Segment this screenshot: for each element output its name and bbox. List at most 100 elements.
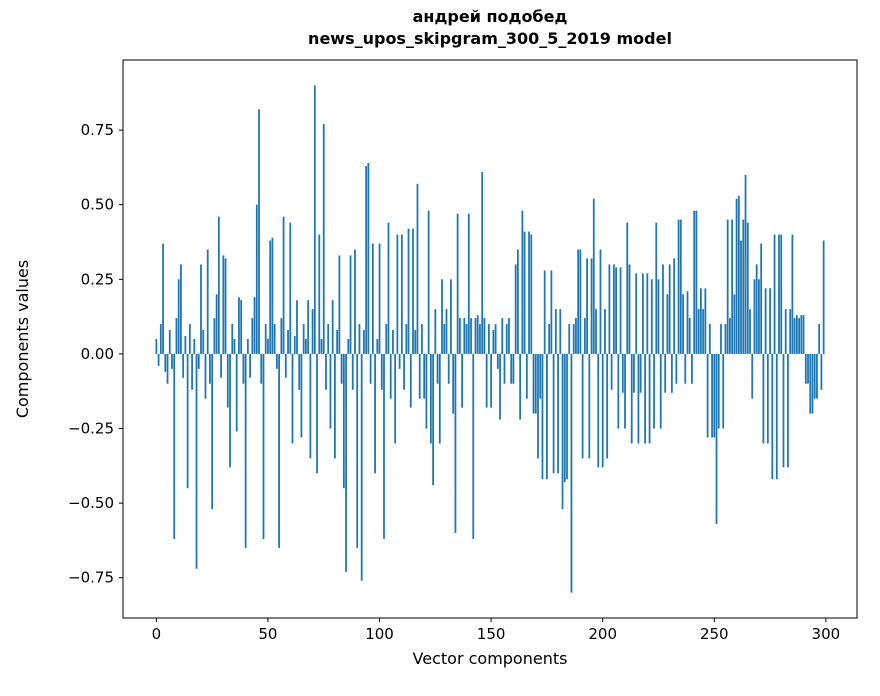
bar bbox=[601, 353, 604, 468]
bar bbox=[371, 243, 374, 354]
bar bbox=[744, 174, 747, 354]
bar bbox=[579, 249, 582, 354]
bar bbox=[604, 309, 606, 354]
bar bbox=[423, 353, 426, 399]
bar bbox=[749, 309, 751, 354]
bar bbox=[617, 353, 620, 429]
bar bbox=[657, 279, 660, 354]
bar bbox=[162, 243, 164, 354]
bar bbox=[425, 353, 428, 429]
bar bbox=[427, 210, 430, 354]
bar bbox=[662, 264, 664, 354]
bar bbox=[159, 324, 162, 354]
bar bbox=[793, 318, 796, 354]
bar bbox=[358, 324, 361, 354]
bar bbox=[575, 318, 577, 354]
bar bbox=[273, 324, 276, 354]
bar bbox=[697, 309, 700, 354]
bar bbox=[735, 198, 738, 354]
bar bbox=[418, 353, 421, 399]
bar bbox=[260, 353, 263, 384]
bar bbox=[606, 353, 609, 459]
bar bbox=[583, 318, 586, 354]
bar bbox=[387, 222, 390, 354]
bar bbox=[720, 324, 722, 354]
bar bbox=[222, 255, 225, 354]
bar bbox=[543, 270, 546, 354]
bar bbox=[380, 353, 383, 390]
bar bbox=[403, 353, 405, 390]
bar bbox=[769, 288, 771, 354]
bar bbox=[684, 353, 687, 384]
bar bbox=[751, 353, 754, 399]
bar bbox=[287, 330, 289, 354]
bar bbox=[213, 318, 216, 354]
x-tick-label: 200 bbox=[588, 625, 617, 643]
bar bbox=[773, 234, 776, 354]
bar bbox=[383, 353, 385, 539]
bar bbox=[385, 324, 388, 354]
bar bbox=[206, 249, 209, 354]
bar bbox=[715, 353, 718, 525]
bar bbox=[630, 353, 633, 444]
bar bbox=[220, 353, 222, 378]
y-tick-label: −0.25 bbox=[68, 420, 114, 438]
chart-title-line1: андрей подобед bbox=[413, 7, 568, 26]
bar bbox=[338, 255, 341, 354]
bar bbox=[764, 288, 767, 354]
bar bbox=[525, 353, 528, 399]
bar bbox=[316, 353, 318, 474]
bar bbox=[378, 243, 381, 354]
bar bbox=[659, 353, 662, 429]
bar bbox=[331, 300, 334, 354]
bar bbox=[570, 353, 573, 593]
bar bbox=[202, 330, 205, 354]
bar bbox=[407, 228, 410, 354]
bar bbox=[309, 353, 312, 459]
bar bbox=[639, 353, 642, 393]
bar bbox=[615, 267, 617, 354]
bar bbox=[320, 339, 323, 354]
bar bbox=[501, 318, 504, 354]
bar bbox=[648, 353, 651, 444]
bar bbox=[168, 330, 171, 354]
y-tick-label: 0.25 bbox=[81, 270, 114, 288]
bar bbox=[523, 231, 526, 354]
bar bbox=[494, 324, 497, 354]
bar bbox=[664, 353, 667, 393]
bar bbox=[644, 353, 646, 444]
bar bbox=[508, 318, 510, 354]
bar bbox=[597, 353, 600, 468]
bar bbox=[224, 258, 227, 354]
bar-series bbox=[155, 85, 825, 593]
bar bbox=[267, 339, 269, 354]
bar bbox=[394, 353, 397, 444]
bar bbox=[541, 353, 544, 480]
bar bbox=[300, 353, 303, 438]
bar bbox=[157, 353, 160, 366]
bar bbox=[289, 222, 292, 354]
bar bbox=[811, 353, 814, 414]
bar bbox=[679, 219, 682, 354]
bar bbox=[666, 294, 669, 354]
bar bbox=[340, 353, 343, 384]
bar bbox=[233, 339, 236, 354]
bar bbox=[559, 309, 562, 354]
bar bbox=[327, 324, 330, 354]
bar bbox=[731, 219, 734, 354]
bar bbox=[164, 353, 167, 372]
bar bbox=[530, 234, 533, 354]
bar bbox=[766, 353, 769, 444]
bar bbox=[476, 315, 479, 354]
bar bbox=[342, 353, 345, 489]
bar bbox=[581, 353, 584, 459]
bar bbox=[722, 353, 725, 429]
bar bbox=[447, 353, 450, 384]
bar bbox=[302, 324, 305, 354]
bar bbox=[365, 165, 368, 354]
bar bbox=[434, 309, 437, 354]
bar bbox=[490, 353, 493, 408]
bar bbox=[235, 353, 238, 432]
bar bbox=[704, 288, 707, 354]
